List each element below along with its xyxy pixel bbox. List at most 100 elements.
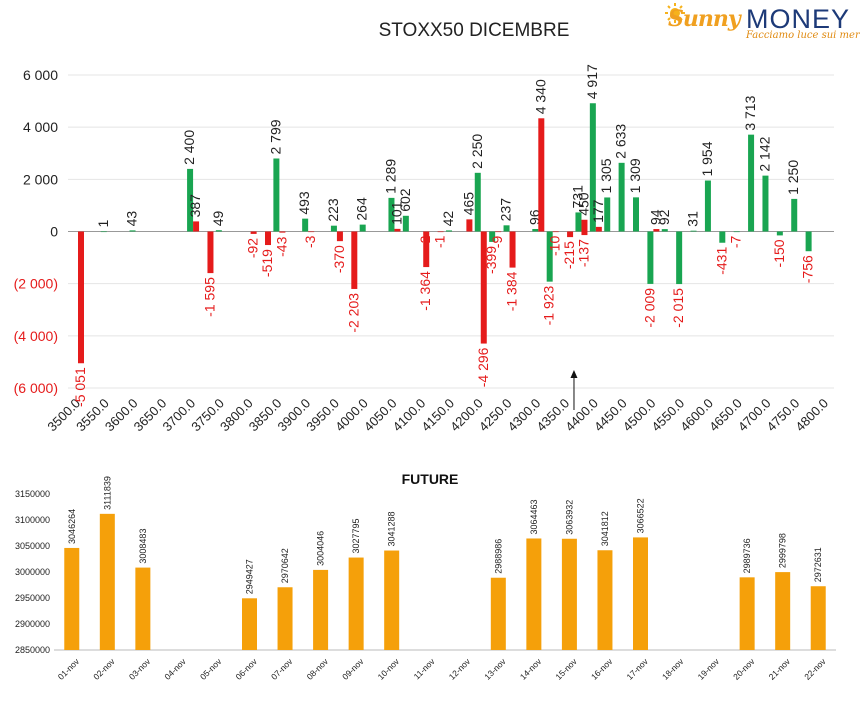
data-label: -1 (432, 235, 448, 248)
bar (402, 215, 409, 232)
data-label: 3041288 (387, 511, 397, 546)
bar (277, 587, 293, 650)
data-label: 1 305 (598, 158, 614, 193)
x-tick-label: 13-nov (482, 656, 508, 682)
bar (581, 231, 588, 236)
bar (597, 550, 613, 650)
x-tick-label: 14-nov (518, 656, 544, 682)
x-tick-label: 17-nov (624, 656, 650, 682)
bar (546, 231, 553, 282)
data-label: 2949427 (245, 559, 255, 594)
logo-brand-right: MONEY (746, 4, 851, 34)
data-label: 4 340 (532, 79, 548, 114)
bar (561, 538, 577, 650)
data-label: -756 (800, 255, 816, 283)
data-label: 387 (187, 194, 203, 218)
bar (567, 231, 574, 238)
data-label: 2988986 (493, 539, 503, 574)
bar (250, 231, 257, 234)
bar (466, 219, 473, 232)
data-label: 465 (460, 192, 476, 216)
x-tick-label: 09-nov (340, 656, 366, 682)
y-tick-label: 3150000 (15, 489, 50, 499)
data-label: -519 (259, 249, 275, 277)
bar (308, 231, 315, 233)
bar (719, 231, 726, 243)
bar (100, 231, 107, 233)
bar (273, 158, 280, 232)
data-label: -2 015 (670, 288, 686, 328)
data-label: -370 (331, 245, 347, 273)
bar (330, 225, 337, 232)
bar (676, 231, 683, 285)
bar (351, 231, 358, 289)
y-tick-label: 2900000 (15, 619, 50, 629)
y-tick-label: 3050000 (15, 541, 50, 551)
bar (474, 172, 481, 232)
bar (348, 557, 364, 650)
bar (604, 197, 611, 232)
y-tick-label: 2 000 (23, 171, 58, 187)
data-label: 731 (569, 185, 585, 209)
data-label: 2972631 (813, 547, 823, 582)
bar (805, 231, 812, 252)
chart-title: FUTURE (402, 471, 459, 487)
data-label: -43 (273, 236, 289, 256)
bar (575, 212, 582, 232)
bar (495, 231, 502, 233)
x-tick-label: 07-nov (269, 656, 295, 682)
bar (791, 198, 798, 232)
data-label: 3064463 (529, 499, 539, 534)
bar (589, 103, 596, 232)
bar (810, 586, 826, 650)
x-tick-label: 04-nov (162, 656, 188, 682)
x-tick-label: 03-nov (127, 656, 153, 682)
data-label: -1 923 (541, 285, 557, 325)
bar (532, 228, 539, 232)
x-tick-label: 06-nov (233, 656, 259, 682)
y-tick-label: 2950000 (15, 593, 50, 603)
bar (242, 598, 257, 650)
future-chart: FUTURE 3150000 3100000 3050000 3000000 29500… (15, 471, 836, 682)
bar (538, 118, 545, 232)
data-label: 94 (647, 209, 663, 225)
bar (423, 231, 430, 268)
bar (446, 230, 452, 232)
x-tick-label: 05-nov (198, 656, 224, 682)
data-label: 3111839 (102, 476, 112, 510)
y-tick-label: (2 000) (14, 276, 58, 292)
bar (690, 230, 697, 232)
stoxx50-chart: STOXX50 DICEMBRE 6 000 4 000 2 000 0 (2 000)… (14, 20, 834, 434)
data-label: 2 250 (469, 134, 485, 169)
data-label: 1 250 (785, 160, 801, 195)
y-tick-label: 0 (50, 224, 58, 240)
bar (490, 577, 506, 650)
data-label: 3 713 (742, 95, 758, 130)
bar (704, 180, 711, 232)
data-label: 223 (325, 198, 341, 222)
bar (509, 231, 516, 268)
x-tick-label: 08-nov (305, 656, 331, 682)
bar (265, 231, 271, 246)
x-tick-label: 12-nov (447, 656, 473, 682)
bar (135, 567, 151, 650)
data-label: -1 595 (201, 277, 217, 317)
data-label: 2999798 (778, 533, 788, 568)
data-label: 2 633 (613, 124, 629, 159)
x-tick-label: 16-nov (589, 656, 615, 682)
data-label: 1 (95, 219, 111, 227)
data-label: 43 (124, 211, 140, 227)
bar (526, 538, 542, 650)
bar (215, 230, 222, 232)
bar (633, 537, 648, 650)
data-label: 3063932 (564, 500, 574, 535)
data-label: -3 (302, 235, 318, 248)
data-label: 3041812 (600, 511, 610, 546)
data-label: -7 (728, 235, 744, 248)
y-tick-label: 4 000 (23, 119, 58, 135)
x-tick-label: 18-nov (660, 656, 686, 682)
bar (394, 228, 401, 232)
bar (647, 231, 654, 284)
bar (437, 231, 444, 233)
x-tick-label: 11-nov (412, 656, 438, 682)
